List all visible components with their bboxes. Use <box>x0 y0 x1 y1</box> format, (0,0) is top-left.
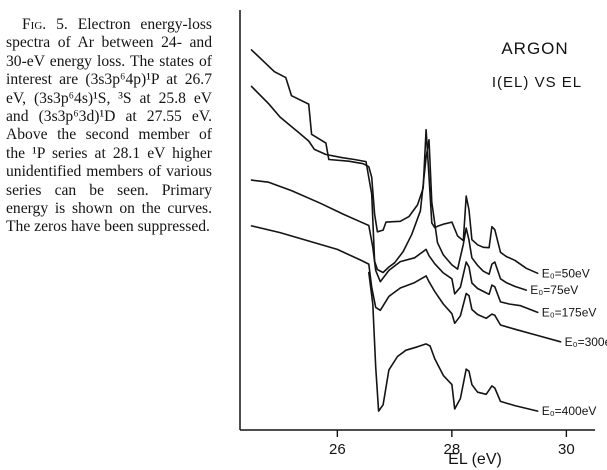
curves <box>250 49 562 412</box>
series-line <box>368 271 539 412</box>
series-label: E₀=400eV <box>542 404 597 418</box>
axes: 26 28 30 <box>239 10 595 458</box>
x-tick-label: 30 <box>558 441 575 458</box>
series-label: E₀=175eV <box>542 305 597 319</box>
x-ticks: 26 28 30 <box>329 430 575 458</box>
x-tick-label: 28 <box>444 441 461 458</box>
series-line <box>250 85 528 291</box>
x-tick-label: 26 <box>329 441 346 458</box>
series-line <box>250 225 562 343</box>
chart-subtitle: I(EL) VS EL <box>492 74 582 91</box>
series-label: E₀=300eV <box>565 335 607 349</box>
figure-caption: Fig. 5. Electron energy-loss spectra of … <box>6 16 212 237</box>
x-axis-title: EL (eV) <box>448 451 502 468</box>
series-label: E₀=75eV <box>530 283 578 297</box>
series-line <box>250 179 539 314</box>
caption-paragraph: Fig. 5. Electron energy-loss spectra of … <box>6 16 212 237</box>
chart-title: ARGON <box>501 39 568 58</box>
caption-fig-label: Fig. 5. <box>22 16 68 33</box>
series-label: E₀=50eV <box>542 266 590 280</box>
series-labels: E₀=50eV E₀=75eV E₀=175eV E₀=300eV E₀=400eV <box>530 266 607 418</box>
caption-body: Electron energy-loss spectra of Ar betwe… <box>6 16 213 236</box>
